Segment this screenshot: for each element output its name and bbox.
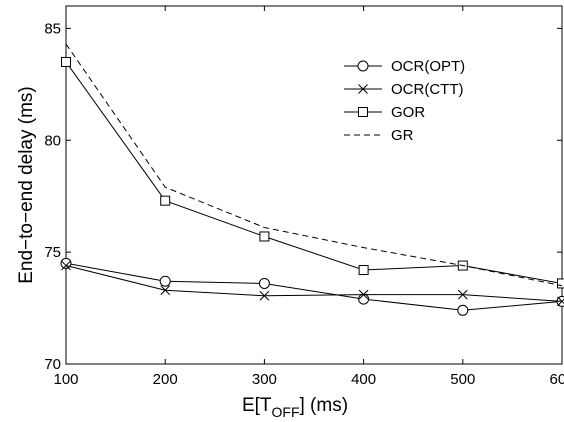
point-square-marker xyxy=(358,107,368,117)
x-tick-label: 200 xyxy=(153,371,178,388)
legend-label: OCR(OPT) xyxy=(391,58,465,75)
point-circle-marker xyxy=(358,293,370,305)
point-x-marker xyxy=(557,296,564,307)
legend-label: GOR xyxy=(391,104,425,121)
legend: OCR(OPT) OCR(CTT) GOR GR xyxy=(325,46,487,170)
series-gr xyxy=(65,43,563,287)
point-square-marker xyxy=(358,265,369,276)
legend-label: GR xyxy=(391,127,414,144)
point-square-marker xyxy=(557,278,564,289)
legend-label: OCR(CTT) xyxy=(391,81,463,98)
y-tick-label: 85 xyxy=(44,20,61,37)
x-tick-label: 500 xyxy=(450,371,475,388)
legend-entry: GOR xyxy=(344,104,425,121)
legend-entry: GR xyxy=(344,127,414,144)
point-square-marker xyxy=(160,195,171,206)
x-tick-label: 100 xyxy=(53,371,78,388)
point-x-marker xyxy=(358,289,369,300)
x-tick-label: 400 xyxy=(351,371,376,388)
y-axis-label: End−to−end delay (ms) xyxy=(16,86,37,284)
point-x-marker xyxy=(457,289,468,300)
x-axis-label-suffix: ] (ms) xyxy=(300,395,349,416)
x-tick-label: 300 xyxy=(252,371,277,388)
legend-entry: OCR(CTT) xyxy=(344,81,463,98)
point-circle-marker xyxy=(159,275,171,287)
x-tick-label: 600 xyxy=(549,371,564,388)
series-ocr-opt- xyxy=(60,257,564,316)
plot-area xyxy=(65,5,563,365)
legend-entry: OCR(OPT) xyxy=(344,58,465,75)
y-tick-label: 75 xyxy=(44,244,61,261)
x-axis-label-main: E[T xyxy=(242,395,272,416)
series-layer xyxy=(60,43,564,316)
series-line xyxy=(65,265,563,302)
legend-box xyxy=(325,46,487,170)
point-square-marker xyxy=(61,56,71,67)
point-circle-marker xyxy=(457,304,469,316)
point-circle-marker xyxy=(258,277,270,289)
x-axis-label-sub: OFF xyxy=(272,404,300,420)
series-line xyxy=(65,43,563,287)
point-x-marker xyxy=(358,84,368,94)
point-square-marker xyxy=(259,231,270,242)
axis-ticks: 100 200 300 400 500 600 70 75 80 85 xyxy=(44,6,564,388)
y-tick-label: 80 xyxy=(44,132,61,149)
x-axis-label: E[TOFF] (ms) xyxy=(242,395,348,420)
point-circle-marker xyxy=(357,60,369,72)
series-ocr-ctt- xyxy=(61,260,564,307)
point-x-marker xyxy=(160,285,171,296)
point-x-marker xyxy=(61,260,71,271)
y-tick-label: 70 xyxy=(44,356,61,373)
series-line xyxy=(65,262,563,311)
point-x-marker xyxy=(259,290,270,301)
